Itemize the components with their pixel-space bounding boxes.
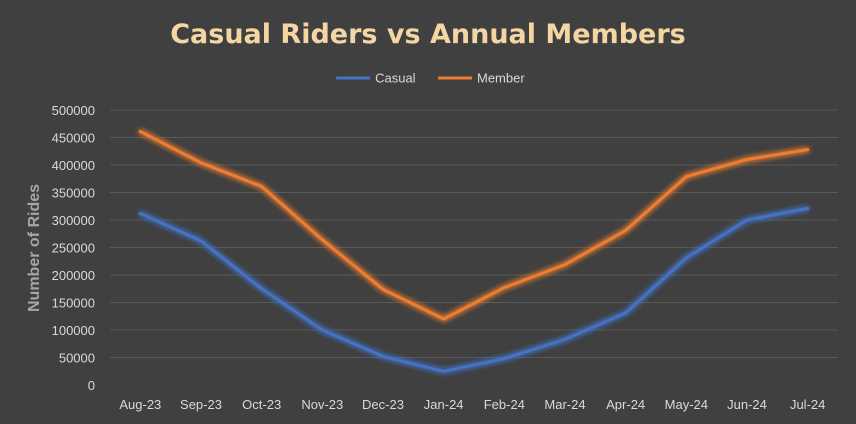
x-tick-label: Sep-23 [180, 397, 222, 412]
x-tick-label: Jun-24 [727, 397, 767, 412]
gridlines [110, 109, 838, 358]
data-point-casual [502, 357, 506, 361]
series-line-casual [138, 206, 810, 373]
data-point-member [381, 287, 385, 291]
x-tick-label: Dec-23 [362, 397, 404, 412]
data-point-member [684, 175, 688, 179]
x-tick-label: Feb-24 [484, 397, 525, 412]
y-axis: 0 50000 100000 150000 200000 250000 300000 3500… [52, 103, 95, 393]
legend-label-member: Member [477, 71, 525, 86]
x-tick-label: Aug-23 [119, 397, 161, 412]
data-point-member [138, 129, 142, 133]
y-tick-label: 250000 [52, 241, 95, 256]
y-axis-label: Number of Rides [26, 184, 43, 312]
x-tick-label: May-24 [665, 397, 708, 412]
data-point-casual [442, 369, 446, 373]
data-point-member [806, 148, 810, 152]
legend: Casual Member [336, 71, 525, 86]
data-point-casual [199, 239, 203, 243]
y-tick-label: 300000 [52, 213, 95, 228]
x-tick-label: Oct-23 [242, 397, 281, 412]
y-tick-label: 0 [88, 378, 95, 393]
data-point-casual [381, 354, 385, 358]
x-tick-label: Mar-24 [544, 397, 585, 412]
data-point-member [442, 317, 446, 321]
y-tick-label: 150000 [52, 296, 95, 311]
data-point-casual [624, 311, 628, 315]
legend-label-casual: Casual [375, 71, 416, 86]
y-tick-label: 100000 [52, 323, 95, 338]
data-point-member [502, 286, 506, 290]
data-point-casual [138, 211, 142, 215]
data-point-casual [260, 287, 264, 291]
y-tick-label: 50000 [59, 351, 95, 366]
y-tick-label: 500000 [52, 103, 95, 118]
data-point-member [624, 228, 628, 232]
x-tick-label: Jan-24 [424, 397, 464, 412]
chart-title: Casual Riders vs Annual Members [170, 19, 686, 50]
y-tick-label: 400000 [52, 158, 95, 173]
series-group [138, 129, 810, 373]
series-line-member [138, 129, 810, 321]
data-point-member [563, 263, 567, 267]
data-point-member [320, 238, 324, 242]
data-point-member [260, 184, 264, 188]
data-point-casual [684, 256, 688, 260]
data-point-member [745, 158, 749, 161]
x-tick-label: Jul-24 [790, 397, 825, 412]
x-tick-label: Apr-24 [606, 397, 645, 412]
y-tick-label: 350000 [52, 186, 95, 201]
data-point-casual [563, 337, 567, 341]
y-tick-label: 200000 [52, 268, 95, 283]
data-point-casual [320, 328, 324, 332]
data-point-member [199, 161, 203, 165]
x-axis: Aug-23 Sep-23 Oct-23 Nov-23 Dec-23 Jan-24 Feb-… [119, 397, 825, 412]
data-point-casual [806, 206, 810, 210]
data-point-casual [745, 218, 749, 222]
x-tick-label: Nov-23 [301, 397, 343, 412]
y-tick-label: 450000 [52, 131, 95, 146]
